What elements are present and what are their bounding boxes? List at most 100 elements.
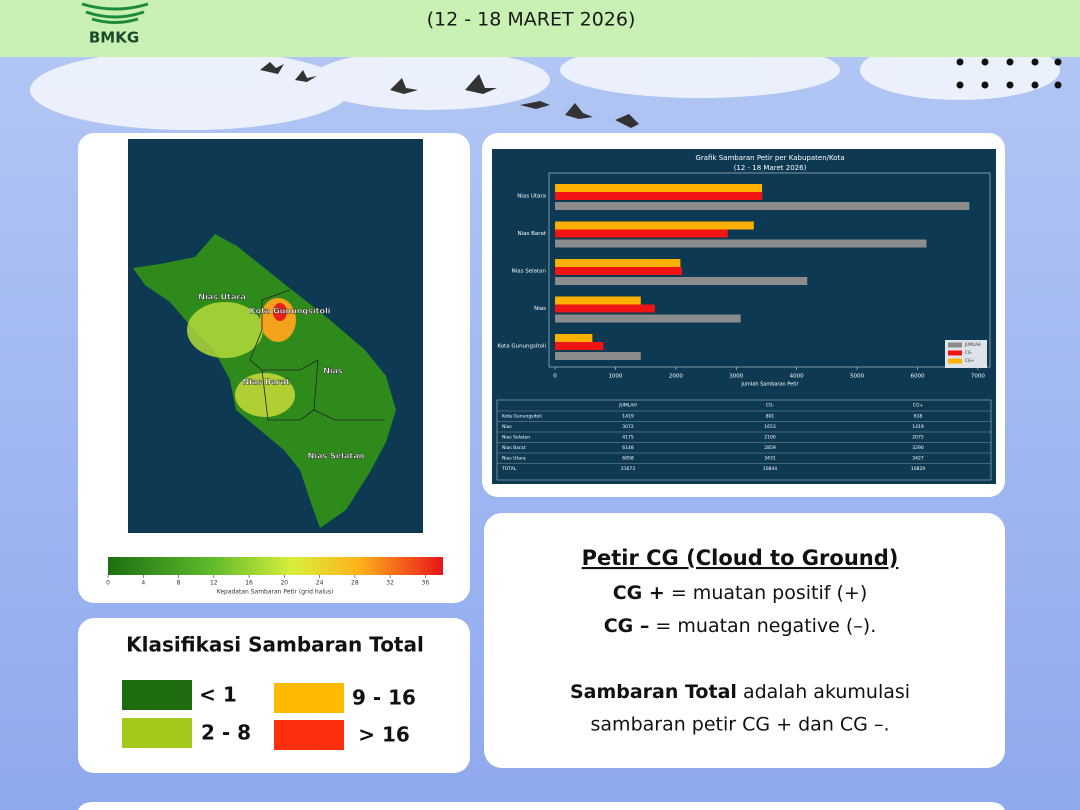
class-label: < 1 bbox=[199, 683, 237, 707]
bar bbox=[555, 239, 927, 248]
bar bbox=[555, 304, 655, 313]
term: CG – bbox=[604, 615, 650, 637]
colorbar-tick-label: 8 bbox=[177, 580, 181, 587]
period: (12 - 18 MARET 2026) bbox=[427, 9, 636, 31]
table-header: CG+ bbox=[913, 403, 924, 409]
colorbar-tick-label: 12 bbox=[210, 580, 218, 587]
map-label: Nias bbox=[323, 367, 343, 376]
table-cell: 2075 bbox=[912, 435, 924, 441]
header-bar bbox=[0, 0, 1080, 57]
x-tick-label: 2000 bbox=[669, 374, 683, 380]
bar bbox=[555, 192, 763, 200]
next-card bbox=[78, 802, 1005, 810]
map-label: Nias Selatan bbox=[308, 452, 365, 461]
x-tick-label: 3000 bbox=[729, 374, 743, 380]
y-tick-label: Nias bbox=[534, 306, 546, 312]
table-row-label: TOTAL bbox=[501, 466, 517, 472]
table-cell: 801 bbox=[766, 414, 775, 420]
info-line: CG + = muatan positif (+) bbox=[613, 582, 868, 604]
table-cell: 10829 bbox=[911, 466, 925, 472]
table-cell: 2859 bbox=[764, 445, 776, 451]
bar bbox=[555, 202, 970, 210]
colorbar-tick-label: 4 bbox=[141, 580, 145, 587]
table-cell: 618 bbox=[914, 414, 923, 420]
legend-swatch bbox=[948, 358, 962, 364]
bar bbox=[555, 267, 682, 275]
chart-title: Grafik Sambaran Petir per Kabupaten/Kota bbox=[695, 154, 844, 162]
table-row-label: Nias Utara bbox=[502, 456, 526, 462]
y-tick-label: Nias Selatan bbox=[512, 269, 547, 275]
x-tick-label: 4000 bbox=[790, 374, 804, 380]
table-row-label: Kota Gunungsitoli bbox=[502, 414, 542, 420]
table-cell: 1419 bbox=[912, 424, 924, 430]
bar bbox=[555, 221, 754, 230]
class-swatch bbox=[122, 680, 192, 710]
table-cell: 21673 bbox=[621, 466, 635, 472]
class-label: 2 - 8 bbox=[201, 721, 251, 745]
table-row-label: Nias Selatan bbox=[502, 435, 530, 441]
table-cell: 3072 bbox=[622, 424, 634, 430]
bar bbox=[555, 259, 681, 267]
y-tick-label: Kota Gunungsitoli bbox=[497, 344, 546, 350]
legend-swatch bbox=[948, 342, 962, 348]
info-heading: Petir CG (Cloud to Ground) bbox=[582, 546, 899, 570]
colorbar-tick-label: 36 bbox=[422, 580, 430, 587]
colorbar-tick-label: 0 bbox=[106, 580, 110, 587]
colorbar-tick-label: 20 bbox=[280, 580, 288, 587]
table-cell: 4175 bbox=[622, 435, 634, 441]
x-tick-label: 5000 bbox=[850, 374, 864, 380]
table-cell: 3290 bbox=[912, 445, 924, 451]
colorbar-tick-label: 24 bbox=[316, 580, 324, 587]
x-axis-label: Jumlah Sambaran Petir bbox=[740, 382, 799, 388]
x-tick-label: 1000 bbox=[608, 374, 622, 380]
density-area bbox=[187, 302, 263, 358]
bar bbox=[555, 314, 741, 323]
class-label: > 16 bbox=[358, 723, 410, 747]
table-cell: 2100 bbox=[764, 435, 776, 441]
table-cell: 3431 bbox=[764, 456, 776, 462]
bar bbox=[555, 184, 763, 192]
table-cell: 10844 bbox=[763, 466, 777, 472]
class-label: 9 - 16 bbox=[352, 686, 416, 710]
table-row-label: Nias bbox=[502, 424, 512, 430]
info-line: CG – = muatan negative (–). bbox=[604, 615, 877, 637]
bar bbox=[555, 342, 604, 350]
info-line: sambaran petir CG + dan CG –. bbox=[591, 714, 890, 736]
x-tick-label: 0 bbox=[553, 374, 557, 380]
birds bbox=[260, 62, 639, 128]
x-tick-label: 6000 bbox=[911, 374, 925, 380]
term: CG + bbox=[613, 582, 665, 604]
plot-frame bbox=[548, 172, 991, 368]
chart-subtitle: (12 - 18 Maret 2026) bbox=[734, 164, 807, 172]
logo-mark bbox=[81, 2, 149, 24]
map-label: Kota Gunungsitoli bbox=[250, 307, 331, 316]
table-cell: 1653 bbox=[764, 424, 776, 430]
colorbar-tick-label: 28 bbox=[351, 580, 359, 587]
legend-label: CG+ bbox=[965, 358, 974, 363]
classification-title: Klasifikasi Sambaran Total bbox=[126, 633, 424, 657]
definition: = muatan negative (–). bbox=[649, 615, 876, 637]
table-cell: 6148 bbox=[622, 445, 634, 451]
y-tick-label: Nias Utara bbox=[517, 194, 546, 200]
bar bbox=[555, 296, 641, 305]
class-swatch bbox=[274, 683, 344, 713]
table-frame bbox=[496, 399, 992, 481]
logo-text: BMKG bbox=[89, 29, 139, 47]
x-tick-label: 7000 bbox=[971, 374, 985, 380]
class-swatch bbox=[274, 720, 344, 750]
definition: = muatan positif (+) bbox=[665, 582, 867, 604]
table-cell: 1419 bbox=[622, 414, 634, 420]
legend-label: JUMLAH bbox=[964, 342, 981, 347]
colorbar-tick-label: 32 bbox=[386, 580, 394, 587]
definition: adalah akumulasi bbox=[737, 681, 910, 703]
bar bbox=[555, 334, 593, 342]
legend-swatch bbox=[948, 350, 962, 356]
bar bbox=[555, 229, 728, 238]
density-area bbox=[273, 303, 287, 321]
info-card bbox=[484, 513, 1005, 768]
y-tick-label: Nias Barat bbox=[517, 231, 546, 237]
district-borders bbox=[249, 289, 385, 421]
class-swatch bbox=[122, 718, 192, 748]
